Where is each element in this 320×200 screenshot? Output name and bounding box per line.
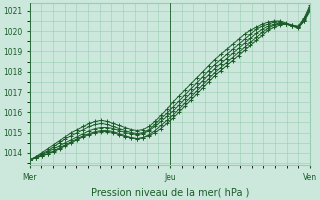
X-axis label: Pression niveau de la mer( hPa ): Pression niveau de la mer( hPa ): [91, 187, 249, 197]
